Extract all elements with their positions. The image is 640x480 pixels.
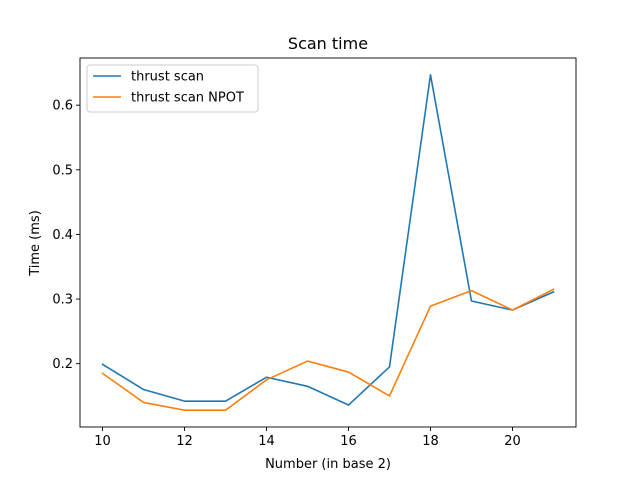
y-tick-label-2: 0.4: [52, 228, 73, 243]
x-tick-label-4: 18: [422, 434, 439, 449]
series-line-1: [101, 288, 555, 412]
x-tick-label-5: 20: [504, 434, 521, 449]
x-tick-label-3: 16: [340, 434, 357, 449]
y-tick-label-0: 0.2: [52, 357, 73, 372]
axes-frame: [79, 57, 577, 428]
x-tick-label-1: 12: [176, 434, 193, 449]
series-line-0: [101, 74, 555, 406]
x-axis-label: Number (in base 2): [265, 457, 391, 472]
legend-label-1: thrust scan NPOT: [131, 91, 244, 106]
y-tick-label-1: 0.3: [52, 293, 73, 308]
y-tick-label-3: 0.5: [52, 163, 73, 178]
legend-label-0: thrust scan: [131, 70, 204, 85]
x-tick-label-2: 14: [258, 434, 275, 449]
x-tick-label-0: 10: [94, 434, 111, 449]
y-tick-label-4: 0.6: [52, 99, 73, 114]
plot-area: 10 12 14 16 18 20 0.2 0.3 0.4 0.5 0.6 thrust scan th…: [52, 57, 577, 449]
chart-title: Scan time: [288, 34, 368, 53]
y-axis-label: Time (ms): [28, 210, 43, 277]
legend-box: [86, 64, 259, 113]
